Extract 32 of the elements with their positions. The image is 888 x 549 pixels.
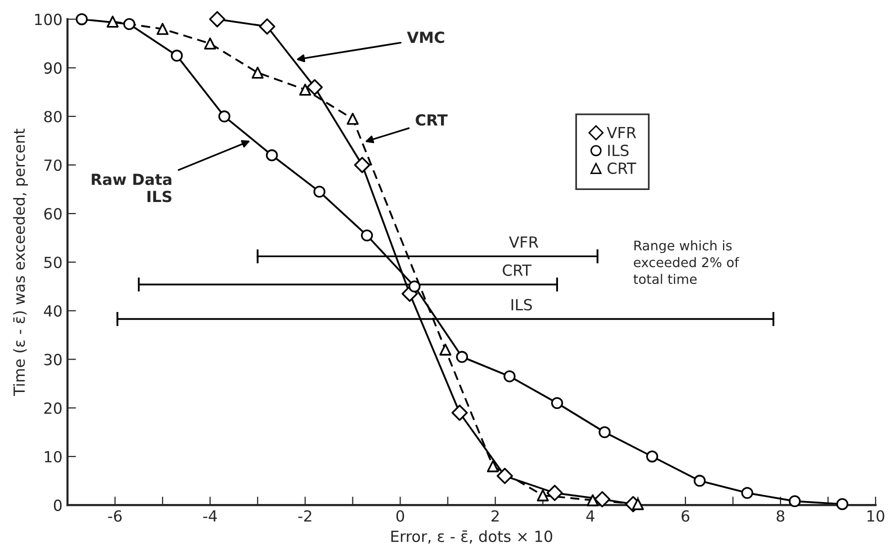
x-tick-label: 2 — [492, 510, 499, 522]
x-tick-label: 4 — [586, 510, 594, 522]
annotation: Raw Data ILS — [92, 174, 172, 202]
y-tick-label: 60 — [44, 208, 62, 220]
x-tick-label: -2 — [298, 510, 312, 522]
x-tick-label: 10 — [868, 510, 884, 522]
annotation: CRT — [502, 264, 532, 276]
y-tick-label: 40 — [44, 305, 62, 317]
x-tick-label: 0 — [396, 510, 404, 522]
annotation: Range which is exceeded 2% of total time — [634, 240, 740, 284]
y-tick-label: 10 — [44, 450, 62, 463]
annotation: ILS — [512, 298, 532, 310]
x-tick-label: 8 — [776, 510, 784, 522]
x-axis-title: Error, ε - ε̄, dots × 10 — [391, 530, 552, 544]
legend-label: VFR — [606, 127, 636, 138]
legend-label: CRT — [608, 162, 636, 174]
y-tick-label: 0 — [54, 500, 62, 512]
annotation: VFR — [509, 236, 538, 248]
x-tick-label: 6 — [682, 510, 690, 522]
annotation: VMC — [406, 32, 444, 44]
y-axis-title: Time (ε - ε̄) was exceeded, percent — [13, 128, 28, 396]
y-tick-label: 20 — [44, 402, 62, 414]
legend-label: ILS — [608, 144, 629, 156]
y-tick-label: 50 — [44, 256, 62, 268]
y-tick-label: 80 — [44, 110, 62, 122]
y-tick-label: 70 — [44, 159, 62, 171]
y-tick-label: 30 — [44, 354, 62, 366]
y-tick-label: 100 — [35, 14, 62, 26]
x-tick-label: -4 — [203, 510, 217, 522]
x-tick-label: -6 — [108, 510, 122, 522]
y-tick-label: 90 — [44, 62, 62, 74]
annotation: CRT — [416, 114, 448, 126]
